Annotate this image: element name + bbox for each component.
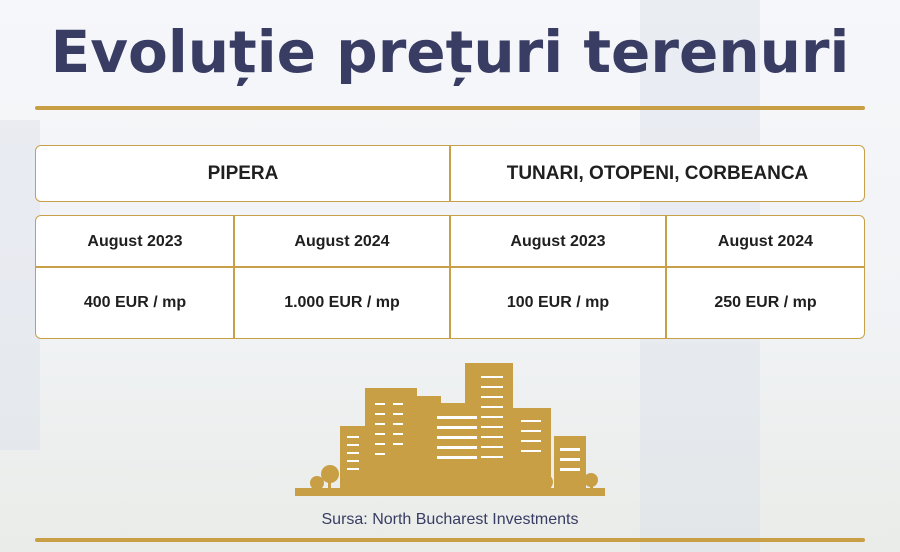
region-header-table: PIPERA TUNARI, OTOPENI, CORBEANCA <box>35 145 865 202</box>
period-label: August 2023 <box>510 232 606 250</box>
price-value: 100 EUR / mp <box>506 293 610 311</box>
title-divider <box>35 106 865 110</box>
divider <box>449 216 451 338</box>
page-title: Evoluție prețuri terenuri <box>50 18 850 86</box>
price-value: 400 EUR / mp <box>83 293 187 311</box>
region-header-pipera: PIPERA <box>207 162 279 184</box>
divider <box>233 216 235 338</box>
period-label: August 2024 <box>717 232 814 250</box>
period-label: August 2023 <box>87 232 183 250</box>
price-table: August 2023 August 2024 August 2023 Augu… <box>35 215 865 339</box>
price-value: 250 EUR / mp <box>714 293 817 311</box>
price-value: 1.000 EUR / mp <box>284 293 400 311</box>
bottom-divider <box>35 538 865 542</box>
period-label: August 2024 <box>294 232 390 250</box>
divider <box>449 146 451 201</box>
background-building <box>0 120 40 450</box>
source-caption: Sursa: North Bucharest Investments <box>321 511 579 528</box>
region-header-tunari: TUNARI, OTOPENI, CORBEANCA <box>506 162 809 184</box>
divider <box>665 216 667 338</box>
city-buildings-icon <box>295 363 605 496</box>
